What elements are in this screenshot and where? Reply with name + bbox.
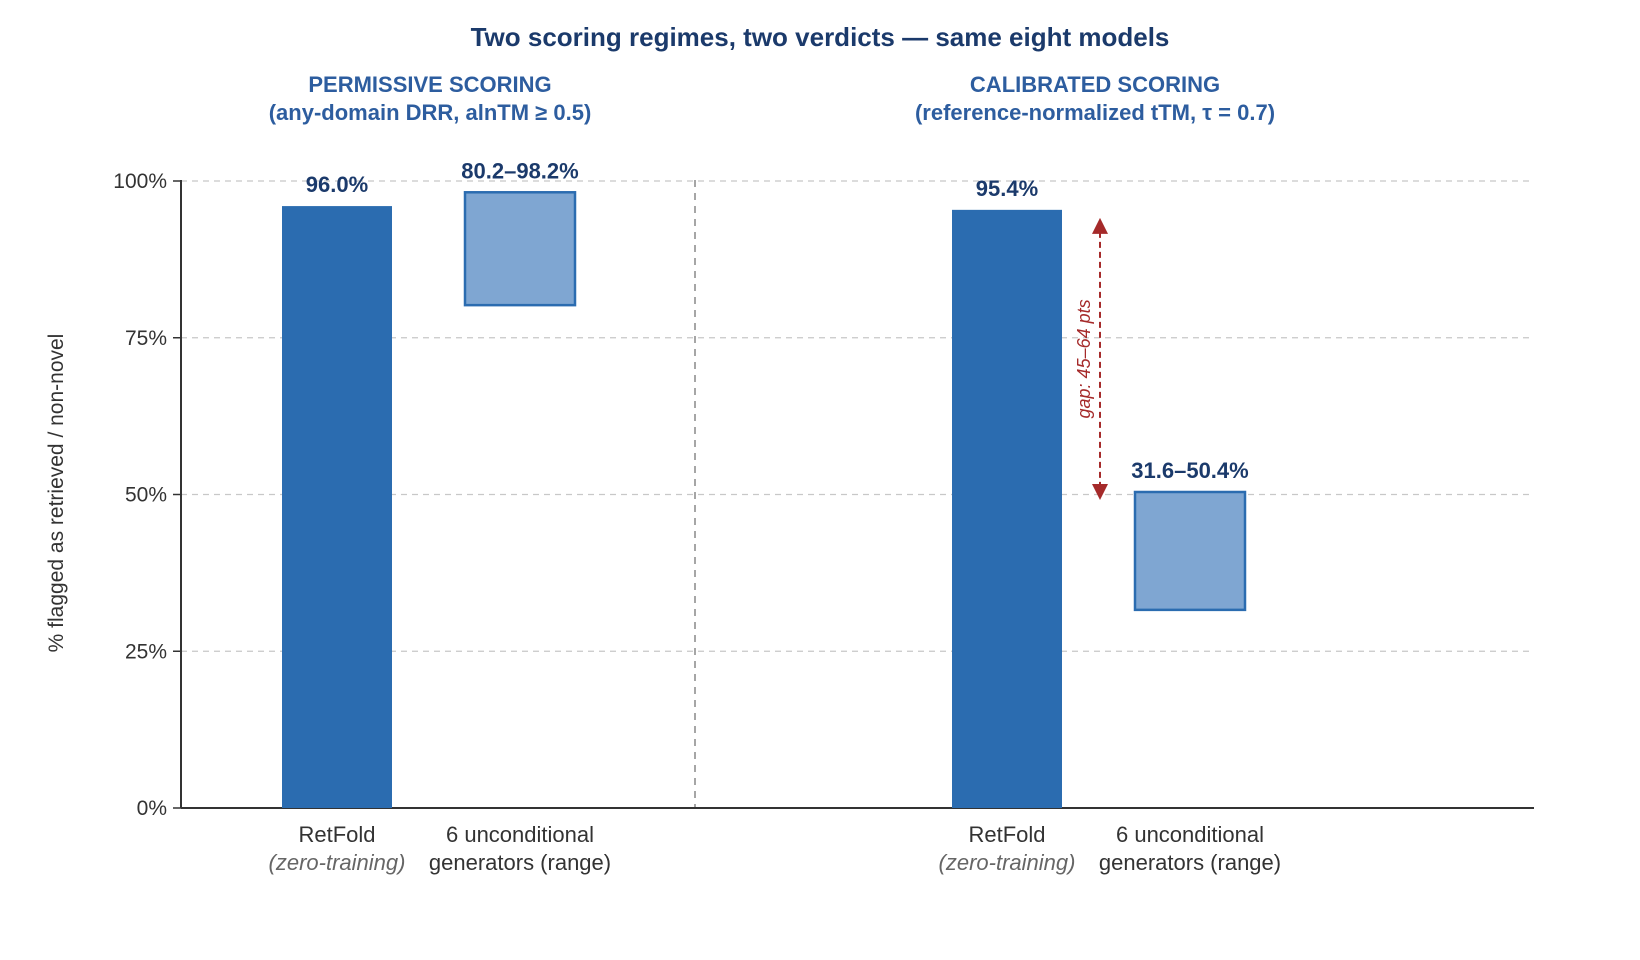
category-sublabel: (zero-training) <box>269 850 406 875</box>
y-tick-label: 0% <box>137 797 167 820</box>
category-labels: RetFold (zero-training) 6 unconditional gen… <box>269 822 1282 875</box>
category-sublabel: generators (range) <box>1099 850 1281 875</box>
arrow-up-icon <box>1092 217 1108 234</box>
category-label: 6 unconditional <box>446 822 594 847</box>
category-sublabel: generators (range) <box>429 850 611 875</box>
gridlines <box>181 180 1534 652</box>
gap-label: gap: 45–64 pts <box>1074 299 1094 418</box>
bar-retfold <box>952 209 1062 809</box>
y-axis-ticks: 0% 25% 50% 75% 100% <box>113 170 181 820</box>
y-tick-label: 50% <box>125 484 167 507</box>
category-sublabel: (zero-training) <box>939 850 1076 875</box>
data-label: 31.6–50.4% <box>1131 458 1248 483</box>
arrow-down-icon <box>1092 483 1108 500</box>
category-label: 6 unconditional <box>1116 822 1264 847</box>
panel-right-subheading: (reference-normalized tTM, τ = 0.7) <box>915 100 1275 125</box>
panel-left-heading: PERMISSIVE SCORING <box>308 72 551 97</box>
category-label: RetFold <box>298 822 375 847</box>
data-label: 96.0% <box>306 172 368 197</box>
y-tick-label: 75% <box>125 327 167 350</box>
gap-annotation: gap: 45–64 pts <box>1074 217 1108 500</box>
data-label: 95.4% <box>976 176 1038 201</box>
range-box-generators <box>463 191 577 307</box>
y-tick-label: 100% <box>113 170 167 193</box>
data-label: 80.2–98.2% <box>461 158 578 183</box>
bar-retfold <box>282 206 392 808</box>
range-box-generators <box>1133 490 1247 612</box>
y-tick-label: 25% <box>125 640 167 663</box>
y-axis-label: % flagged as retrieved / non-novel <box>45 334 68 653</box>
chart-title: Two scoring regimes, two verdicts — same… <box>471 22 1170 52</box>
panel-left-subheading: (any-domain DRR, alnTM ≥ 0.5) <box>269 100 592 125</box>
panel-right-heading: CALIBRATED SCORING <box>970 72 1220 97</box>
bars: 96.0% 80.2–98.2% 95.4% 31.6–50.4% <box>282 158 1249 809</box>
category-label: RetFold <box>968 822 1045 847</box>
